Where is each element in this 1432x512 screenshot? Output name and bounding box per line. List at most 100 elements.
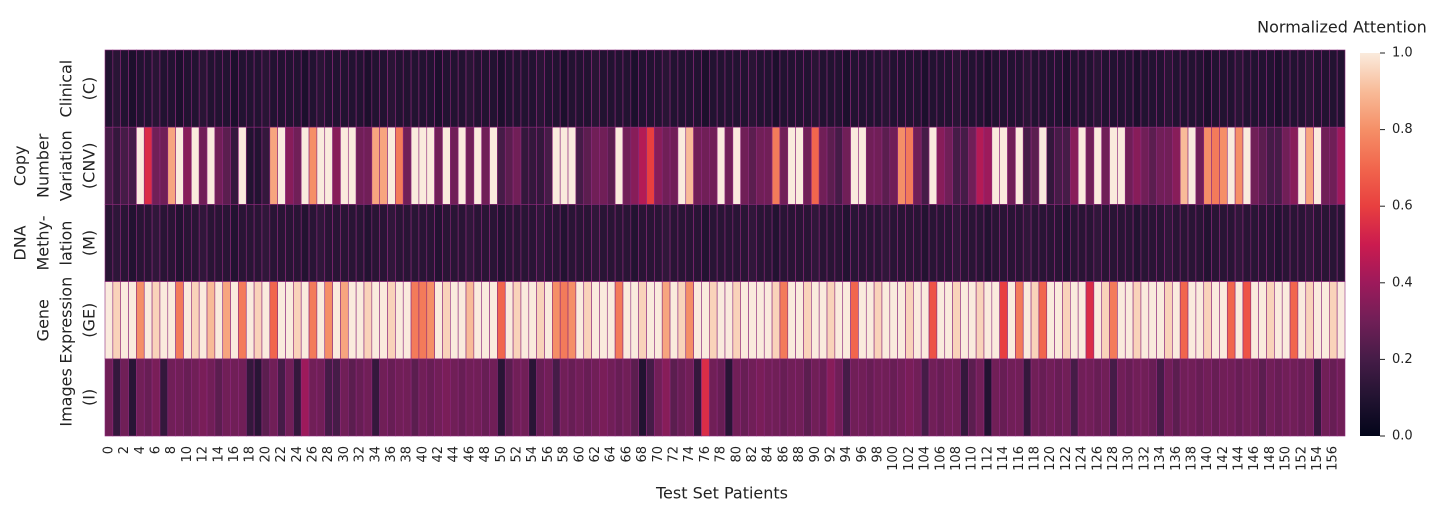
heatmap-cell (1093, 358, 1103, 437)
heatmap-cell (1179, 281, 1189, 360)
heatmap-cell (159, 358, 169, 437)
heatmap-cell (512, 358, 522, 437)
heatmap-cell (512, 204, 522, 282)
heatmap-cell (952, 204, 961, 282)
heatmap-cell (1305, 281, 1314, 360)
heatmap-cell (387, 358, 396, 437)
heatmap-cell (999, 49, 1008, 128)
y-tick-label: Images (57, 368, 76, 426)
x-tick-label: 92 (823, 446, 838, 463)
heatmap-cell (1093, 126, 1103, 205)
heatmap-cell (143, 126, 153, 205)
heatmap-cell (654, 358, 663, 437)
heatmap-cell (214, 281, 224, 360)
heatmap-cell (175, 358, 184, 437)
x-tick-label: 82 (745, 446, 760, 463)
heatmap-cell (175, 49, 184, 128)
heatmap-cell (104, 204, 114, 282)
heatmap-cell (622, 281, 632, 360)
x-tick-label: 76 (698, 446, 713, 463)
heatmap-cell (873, 126, 883, 205)
colorbar-tick-label: 0.0 (1392, 429, 1413, 444)
heatmap-cell (238, 126, 247, 205)
heatmap-cell (1132, 281, 1142, 360)
heatmap-cell (646, 358, 655, 437)
heatmap-cell (261, 126, 271, 205)
heatmap-cell (991, 49, 1000, 128)
heatmap-cell (104, 358, 114, 437)
heatmap-cell (363, 126, 373, 205)
colorbar-tick-label: 0.2 (1392, 352, 1413, 367)
heatmap-cell (112, 49, 121, 128)
heatmap-cell (740, 204, 749, 282)
heatmap-cell (269, 358, 278, 437)
heatmap-cell (277, 49, 286, 128)
heatmap-cell (128, 126, 137, 205)
heatmap-cell (363, 49, 373, 128)
heatmap-cell (630, 49, 639, 128)
x-tick-label: 42 (431, 446, 446, 463)
heatmap-cell (952, 49, 961, 128)
heatmap-cell (724, 126, 734, 205)
heatmap-cell (1172, 126, 1181, 205)
heatmap-cell (324, 126, 333, 205)
heatmap-cell (1132, 126, 1142, 205)
heatmap-cell (622, 204, 632, 282)
heatmap-cell (308, 49, 318, 128)
heatmap-cell (1266, 358, 1275, 437)
heatmap-cell (920, 126, 930, 205)
heatmap-cell (481, 126, 490, 205)
heatmap-cell (1022, 281, 1032, 360)
heatmap-cell (269, 126, 278, 205)
heatmap-cell (1054, 204, 1063, 282)
heatmap-cell (159, 204, 169, 282)
heatmap-cell (826, 204, 836, 282)
heatmap-cell (1070, 281, 1079, 360)
heatmap-cell (497, 204, 506, 282)
x-tick-label: 96 (855, 446, 870, 463)
heatmap-cell (1054, 358, 1063, 437)
heatmap-cell (1219, 126, 1228, 205)
heatmap-cell (308, 281, 318, 360)
heatmap-cell (1124, 281, 1134, 360)
heatmap-cell (1305, 49, 1314, 128)
heatmap-cell (332, 281, 341, 360)
heatmap-cell (575, 281, 585, 360)
heatmap-cell (748, 358, 757, 437)
heatmap-cell (450, 49, 459, 128)
colorbar-tick-label: 1.0 (1392, 46, 1413, 61)
x-tick-label: 118 (1028, 446, 1043, 471)
heatmap-cell (967, 49, 977, 128)
heatmap-cell (1266, 281, 1275, 360)
heatmap-cell (1077, 204, 1087, 282)
heatmap-cell (1329, 126, 1338, 205)
heatmap-cell (693, 126, 702, 205)
heatmap-cell (230, 281, 239, 360)
x-tick-label: 112 (980, 446, 995, 471)
heatmap-cell (442, 126, 451, 205)
heatmap-cell (191, 49, 200, 128)
heatmap-cell (661, 126, 671, 205)
x-tick-label: 54 (525, 446, 540, 463)
heatmap-cell (340, 49, 349, 128)
heatmap-cell (960, 358, 969, 437)
heatmap-cell (1046, 281, 1055, 360)
heatmap-cell (850, 49, 859, 128)
heatmap-cell (198, 204, 208, 282)
heatmap-cell (1211, 126, 1220, 205)
x-tick-label: 16 (227, 446, 242, 463)
x-tick-label: 124 (1075, 446, 1090, 471)
heatmap-cell (1250, 358, 1259, 437)
y-tick-label: (CNV) (80, 143, 99, 190)
heatmap-cell (763, 358, 773, 437)
heatmap-cell (1164, 49, 1173, 128)
heatmap-cell (1148, 49, 1157, 128)
heatmap-cell (183, 126, 192, 205)
heatmap-cell (905, 204, 914, 282)
heatmap-cell (1242, 358, 1252, 437)
heatmap-cell (434, 281, 443, 360)
x-tick-label: 140 (1200, 446, 1215, 471)
heatmap-cell (473, 49, 483, 128)
heatmap-cell (473, 281, 483, 360)
heatmap-cell (387, 126, 396, 205)
